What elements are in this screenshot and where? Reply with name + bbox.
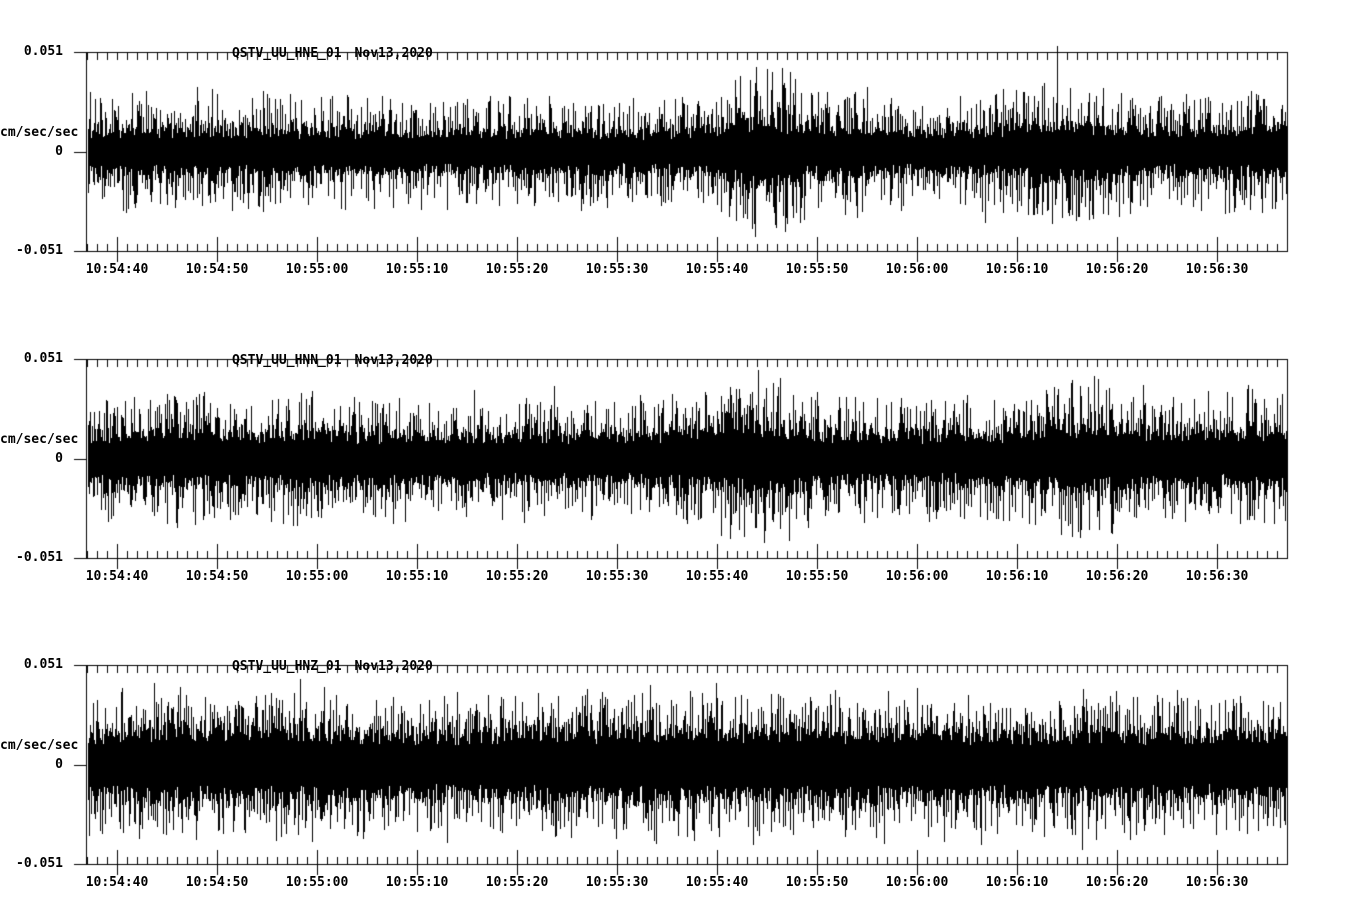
waveform-canvas [0,0,1358,924]
seismogram-viewer: QSTV_UU_HNE_01 Nov13,2020 0.051 cm/sec/se… [0,0,1358,924]
